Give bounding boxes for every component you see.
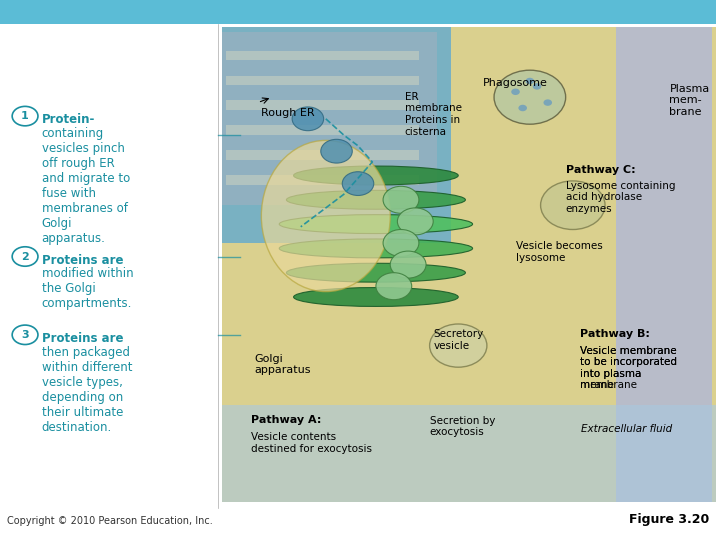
Ellipse shape [541, 181, 605, 230]
Text: containing
vesicles pinch
off rough ER
and migrate to
fuse with
membranes of
Gol: containing vesicles pinch off rough ER a… [42, 127, 130, 245]
FancyBboxPatch shape [225, 51, 419, 60]
Ellipse shape [287, 190, 465, 209]
Circle shape [526, 78, 534, 84]
Text: Golgi
apparatus: Golgi apparatus [254, 354, 311, 375]
Circle shape [292, 107, 324, 131]
Text: Lysosome containing
acid hydrolase
enzymes: Lysosome containing acid hydrolase enzym… [566, 181, 675, 214]
Text: Extracellular fluid: Extracellular fluid [582, 424, 672, 434]
Ellipse shape [294, 287, 458, 306]
Circle shape [383, 230, 419, 256]
FancyBboxPatch shape [225, 175, 419, 185]
Text: Vesicle contents
destined for exocytosis: Vesicle contents destined for exocytosis [251, 432, 372, 454]
Ellipse shape [287, 263, 465, 282]
Ellipse shape [294, 166, 458, 185]
Text: 2: 2 [21, 252, 29, 261]
Circle shape [533, 83, 541, 90]
Circle shape [321, 139, 352, 163]
FancyBboxPatch shape [225, 100, 419, 110]
Text: Rough ER: Rough ER [261, 108, 315, 118]
Text: Vesicle membrane
to be incorporated
into plasma
mrane: Vesicle membrane to be incorporated into… [580, 346, 677, 390]
Text: Figure 3.20: Figure 3.20 [629, 514, 709, 526]
FancyBboxPatch shape [222, 32, 437, 205]
FancyBboxPatch shape [225, 76, 419, 85]
Circle shape [376, 273, 412, 300]
Text: Pathway B:: Pathway B: [580, 329, 650, 340]
Text: Phagosome: Phagosome [483, 78, 548, 89]
Text: modified within
the Golgi
compartments.: modified within the Golgi compartments. [42, 267, 133, 310]
Circle shape [518, 105, 527, 111]
Text: ER
membrane
Proteins in
cisterna: ER membrane Proteins in cisterna [405, 92, 462, 137]
Ellipse shape [279, 239, 472, 258]
Text: 3: 3 [22, 330, 29, 340]
FancyBboxPatch shape [222, 27, 716, 502]
Circle shape [397, 208, 433, 235]
FancyBboxPatch shape [225, 125, 419, 135]
Circle shape [511, 89, 520, 95]
Text: Pathway C:: Pathway C: [566, 165, 635, 175]
Ellipse shape [494, 70, 566, 124]
Text: Protein-: Protein- [42, 113, 95, 126]
Text: Pathway A:: Pathway A: [251, 415, 321, 425]
Text: Plasma
mem-
brane: Plasma mem- brane [670, 84, 710, 117]
FancyBboxPatch shape [222, 405, 716, 502]
FancyBboxPatch shape [225, 150, 419, 160]
Circle shape [390, 251, 426, 278]
Circle shape [544, 99, 552, 106]
Text: Proteins are: Proteins are [42, 332, 123, 345]
Ellipse shape [261, 140, 390, 292]
Text: Vesicle becomes
lysosome: Vesicle becomes lysosome [516, 241, 603, 263]
Text: Proteins are: Proteins are [42, 254, 123, 267]
Ellipse shape [430, 324, 487, 367]
Text: 1: 1 [21, 111, 29, 121]
FancyBboxPatch shape [616, 27, 712, 502]
FancyBboxPatch shape [0, 0, 716, 24]
Text: Vesicle membrane
to be incorporated
into plasma
membrane: Vesicle membrane to be incorporated into… [580, 346, 677, 390]
Text: Secretory
vesicle: Secretory vesicle [433, 329, 483, 351]
Circle shape [383, 186, 419, 213]
Circle shape [342, 172, 374, 195]
Ellipse shape [279, 215, 472, 233]
Text: Secretion by
exocytosis: Secretion by exocytosis [430, 416, 495, 437]
Text: then packaged
within different
vesicle types,
depending on
their ultimate
destin: then packaged within different vesicle t… [42, 346, 132, 434]
Text: Copyright © 2010 Pearson Education, Inc.: Copyright © 2010 Pearson Education, Inc. [7, 516, 213, 526]
FancyBboxPatch shape [222, 27, 451, 243]
